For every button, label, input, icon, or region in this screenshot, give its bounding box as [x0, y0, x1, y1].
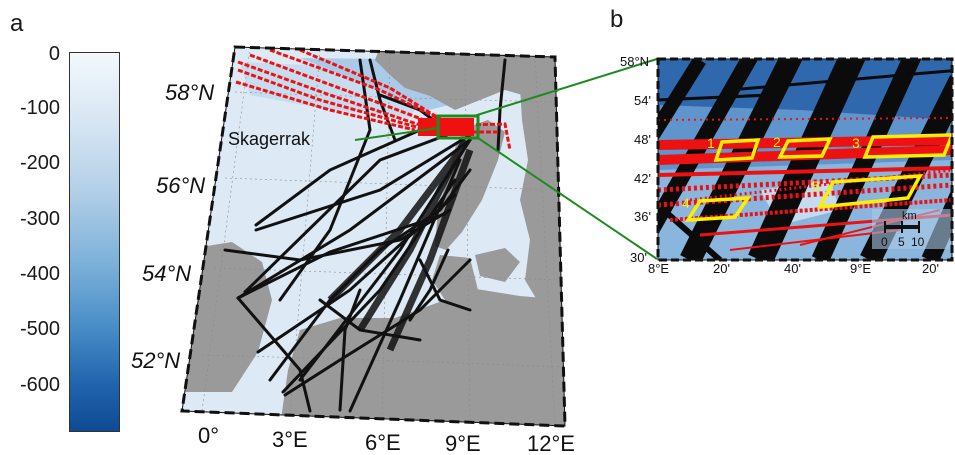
colorbar-tick: 0 — [48, 43, 60, 65]
study-area-2 — [777, 137, 833, 159]
lat-label: 54°N — [142, 261, 191, 286]
colorbar-tick: -600 — [19, 374, 60, 396]
land-norway-sweden — [375, 47, 560, 110]
colorbar-tick: -200 — [19, 152, 60, 174]
zoom-connector-bottom — [477, 137, 658, 260]
map-b: 1 2 3 4 5 km 0 5 10 58°N 54' 48' 42' 36'… — [620, 54, 954, 276]
area-label-3: 3 — [852, 135, 860, 151]
ship-tracks-dense — [327, 138, 474, 352]
colorbar-tick: -100 — [19, 97, 60, 119]
map-a-border — [181, 46, 566, 427]
land-england — [182, 242, 272, 392]
depth-colorbar — [69, 52, 120, 432]
inset-lon-label: 8°E — [648, 261, 669, 276]
lon-label: 9°E — [445, 431, 481, 455]
inset-lon-label: 9°E — [850, 261, 871, 276]
panel-label-b: b — [610, 6, 624, 33]
inset-lat-label: 54' — [634, 93, 651, 108]
scale-bar-tick — [884, 221, 886, 233]
skagerrak-pointer — [354, 127, 439, 141]
study-areas — [684, 133, 952, 222]
inset-lat-label: 58°N — [620, 54, 649, 69]
lon-label: 3°E — [272, 427, 308, 452]
red-survey-cluster — [418, 118, 474, 136]
inset-lon-label: 40' — [784, 261, 801, 276]
land-zealand — [475, 248, 520, 282]
lon-label: 6°E — [365, 430, 401, 455]
scale-tick-label: 5 — [898, 235, 905, 249]
red-survey-tracks — [235, 48, 512, 151]
inset-lon-label: 20' — [922, 261, 939, 276]
land-schleswig — [432, 255, 478, 300]
inset-lat-label: 36' — [634, 209, 651, 224]
scale-bar-tick — [901, 221, 903, 233]
inset-lat-label: 42' — [634, 171, 651, 186]
map-a: Skagerrak 58°N 56°N 54°N 52°N 0° 3°E 6°E… — [131, 45, 575, 455]
lat-label: 58°N — [165, 80, 214, 105]
colorbar-tick: -300 — [19, 208, 60, 230]
scale-tick-label: 0 — [881, 235, 888, 249]
land-sweden-east — [520, 85, 565, 305]
scale-bar-tick — [918, 221, 920, 233]
area-label-1: 1 — [707, 135, 715, 151]
study-area-5 — [816, 174, 924, 210]
deep-water — [240, 62, 420, 118]
inset-lat-label: 48' — [634, 132, 651, 147]
area-label-4: 4 — [682, 195, 690, 211]
skagerrak-label: Skagerrak — [228, 129, 311, 149]
panel-label-a: a — [10, 10, 24, 37]
study-area-4 — [684, 196, 752, 222]
zoom-connector-top — [473, 58, 658, 117]
scale-unit: km — [902, 210, 917, 222]
study-area-3 — [862, 133, 952, 159]
area-label-5: 5 — [812, 178, 820, 194]
scale-tick-label: 10 — [911, 235, 925, 249]
inset-lon-label: 20' — [713, 261, 730, 276]
study-area-1 — [713, 138, 761, 162]
inset-lat-label: 30' — [630, 250, 647, 265]
colorbar-tick: -500 — [19, 318, 60, 340]
area-label-2: 2 — [773, 134, 781, 150]
lon-label: 12°E — [527, 431, 575, 455]
study-area-box — [436, 114, 480, 140]
land-jutland — [435, 120, 505, 250]
lat-label: 52°N — [131, 348, 180, 373]
map-b-border — [657, 58, 953, 261]
lat-label: 56°N — [156, 173, 205, 198]
colorbar-tick: -400 — [19, 263, 60, 285]
lon-label: 0° — [198, 423, 219, 448]
